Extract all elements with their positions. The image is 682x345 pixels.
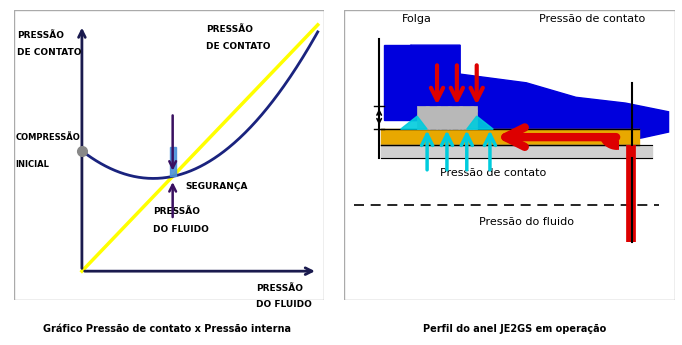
Bar bbox=[381, 129, 639, 145]
Text: INICIAL: INICIAL bbox=[15, 159, 49, 169]
Text: PRESSÃO: PRESSÃO bbox=[206, 25, 253, 34]
Bar bbox=[344, 10, 675, 300]
Text: PRESSÃO: PRESSÃO bbox=[17, 31, 63, 40]
Text: DO FLUIDO: DO FLUIDO bbox=[256, 300, 312, 309]
Polygon shape bbox=[400, 116, 427, 129]
Bar bbox=[381, 145, 652, 158]
Text: Gráfico Pressão de contato x Pressão interna: Gráfico Pressão de contato x Pressão int… bbox=[43, 324, 291, 334]
Text: Pressão de contato: Pressão de contato bbox=[539, 14, 646, 24]
Text: PRESSÃO: PRESSÃO bbox=[256, 284, 303, 293]
Text: COMPRESSÃO: COMPRESSÃO bbox=[15, 133, 80, 142]
Polygon shape bbox=[384, 45, 424, 120]
Text: PRESSÃO: PRESSÃO bbox=[153, 207, 201, 216]
Text: DE CONTATO: DE CONTATO bbox=[17, 48, 81, 57]
Text: DE CONTATO: DE CONTATO bbox=[206, 42, 271, 51]
Bar bbox=[14, 10, 324, 300]
Polygon shape bbox=[411, 45, 668, 149]
Bar bbox=[170, 147, 176, 176]
Text: Folga: Folga bbox=[402, 14, 432, 24]
Text: SEGURANÇA: SEGURANÇA bbox=[185, 182, 248, 191]
Text: Pressão do fluido: Pressão do fluido bbox=[479, 217, 574, 227]
Text: Perfil do anel JE2GS em operação: Perfil do anel JE2GS em operação bbox=[424, 324, 606, 334]
Bar bbox=[417, 106, 477, 129]
Text: Pressão de contato: Pressão de contato bbox=[440, 168, 546, 178]
Text: DO FLUIDO: DO FLUIDO bbox=[153, 225, 209, 234]
Polygon shape bbox=[466, 116, 493, 129]
